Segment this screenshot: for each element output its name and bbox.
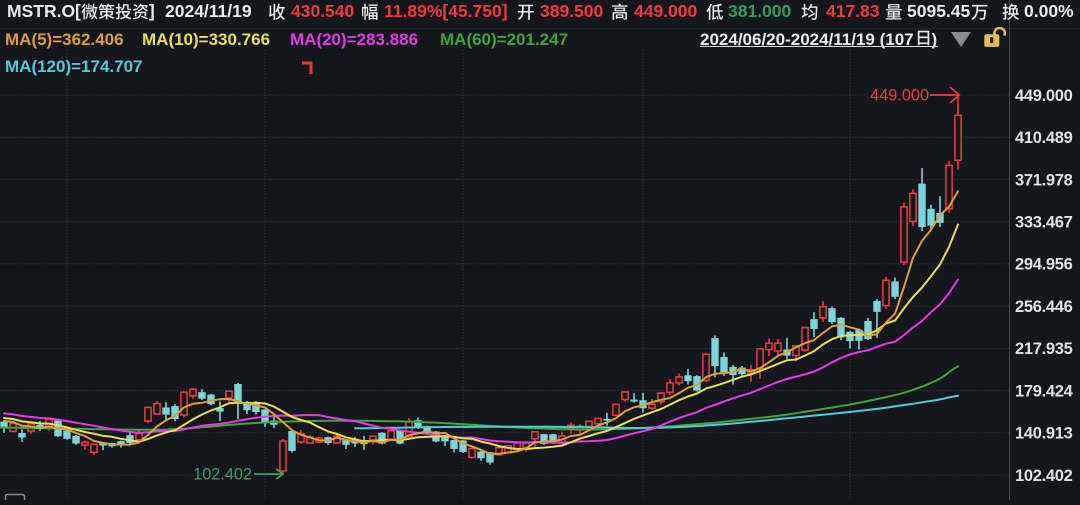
svg-text:294.956: 294.956 (1015, 256, 1073, 274)
svg-text:449.000: 449.000 (1015, 87, 1073, 105)
svg-text:179.424: 179.424 (1015, 382, 1074, 400)
svg-text:410.489: 410.489 (1015, 129, 1073, 147)
svg-text:449.000: 449.000 (870, 86, 929, 104)
svg-text:256.446: 256.446 (1015, 298, 1073, 316)
svg-text:371.978: 371.978 (1015, 171, 1073, 189)
svg-text:140.913: 140.913 (1015, 425, 1073, 443)
svg-text:333.467: 333.467 (1015, 214, 1073, 232)
svg-text:102.402: 102.402 (1015, 467, 1073, 485)
svg-text:102.402: 102.402 (193, 465, 252, 483)
svg-text:217.935: 217.935 (1015, 340, 1073, 358)
